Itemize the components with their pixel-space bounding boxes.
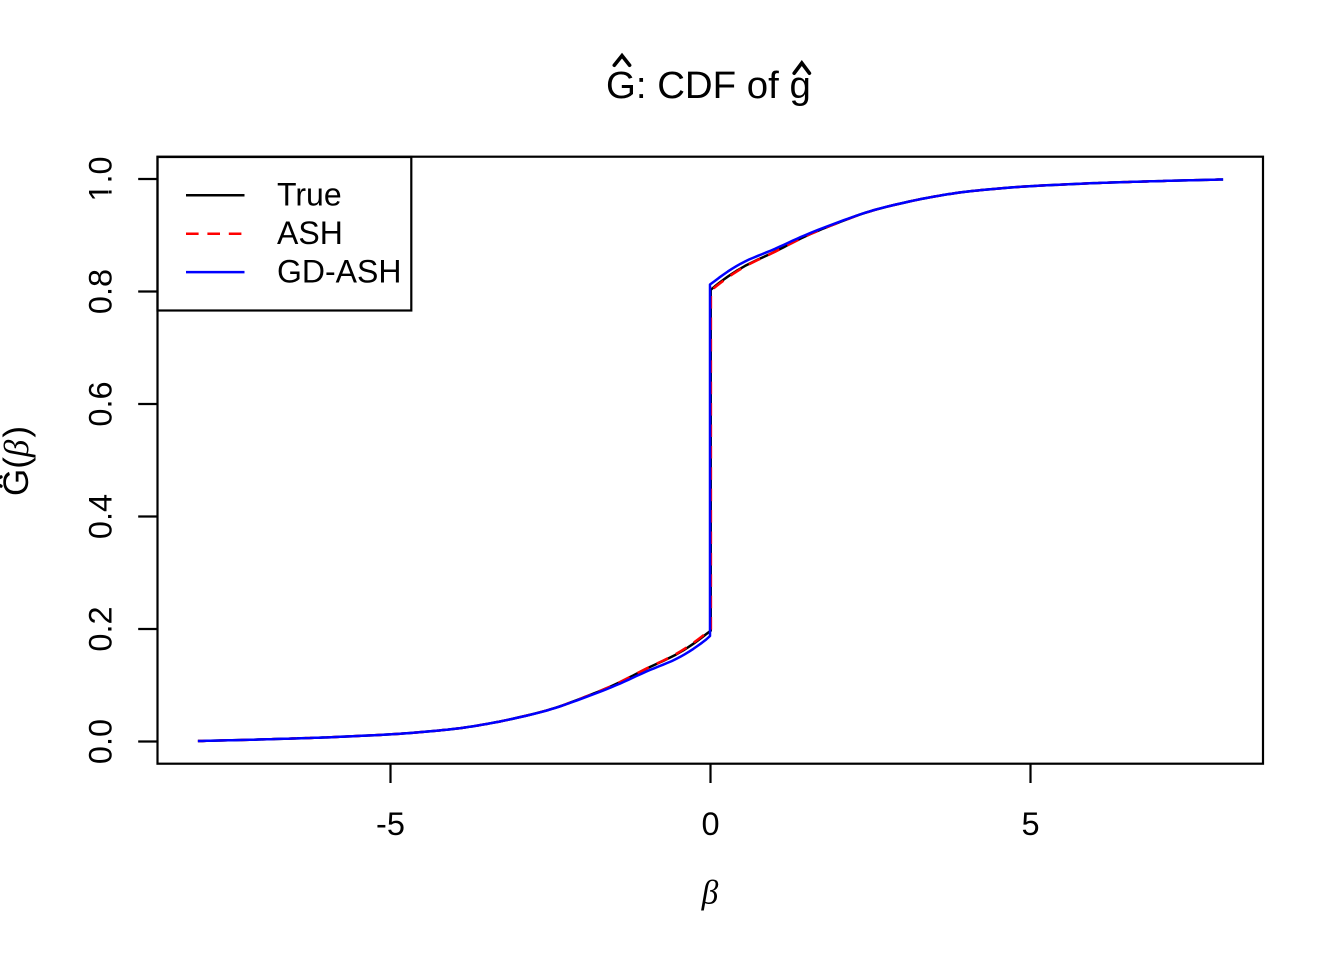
svg-text:0.0: 0.0 (83, 719, 119, 764)
svg-text:GD-ASH: GD-ASH (277, 253, 401, 289)
svg-text:0.8: 0.8 (83, 269, 119, 314)
svg-text:0: 0 (701, 806, 719, 842)
svg-text:5: 5 (1021, 806, 1039, 842)
svg-text:ASH: ASH (277, 215, 343, 251)
svg-text:G: CDF of g: G: CDF of g (606, 64, 811, 107)
svg-text:β: β (701, 875, 719, 912)
svg-text:-5: -5 (376, 806, 405, 842)
svg-text:0.2: 0.2 (83, 606, 119, 651)
svg-text:0.4: 0.4 (83, 494, 119, 539)
svg-text:0.6: 0.6 (83, 381, 119, 426)
svg-text:G(β): G(β) (0, 426, 36, 496)
svg-text:True: True (277, 177, 342, 213)
